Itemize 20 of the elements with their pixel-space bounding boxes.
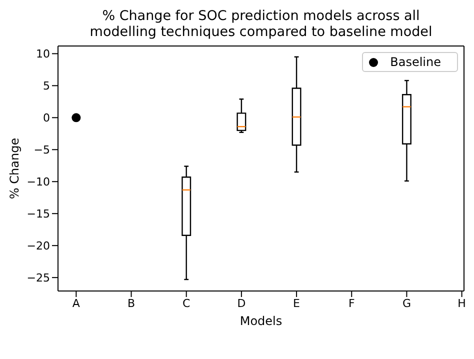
x-tick-label: C [182, 296, 191, 310]
x-tick-label: F [348, 296, 355, 310]
y-tick-label: 10 [36, 48, 50, 61]
chart-title: % Change for SOC prediction models across all modelling techniques compared to baseline model [88, 8, 434, 40]
x-tick-label: A [72, 296, 80, 310]
x-axis-title: Models [240, 314, 282, 328]
y-tick-label: −5 [34, 144, 50, 157]
y-tick-label: 0 [43, 112, 50, 125]
y-tick-label: −15 [26, 208, 50, 221]
y-tick-label: −10 [26, 176, 50, 189]
x-tick-label: G [402, 296, 411, 310]
y-axis-title: % Change [7, 138, 22, 200]
y-tick-label: 5 [43, 80, 50, 93]
x-tick-label: H [458, 296, 466, 310]
x-tick-label: B [127, 296, 136, 310]
x-tick-label: D [237, 296, 246, 310]
legend-label: Baseline [390, 55, 441, 69]
x-tick-label: E [293, 296, 300, 310]
y-tick-label: −25 [26, 271, 50, 284]
y-tick-label: −20 [26, 239, 50, 252]
